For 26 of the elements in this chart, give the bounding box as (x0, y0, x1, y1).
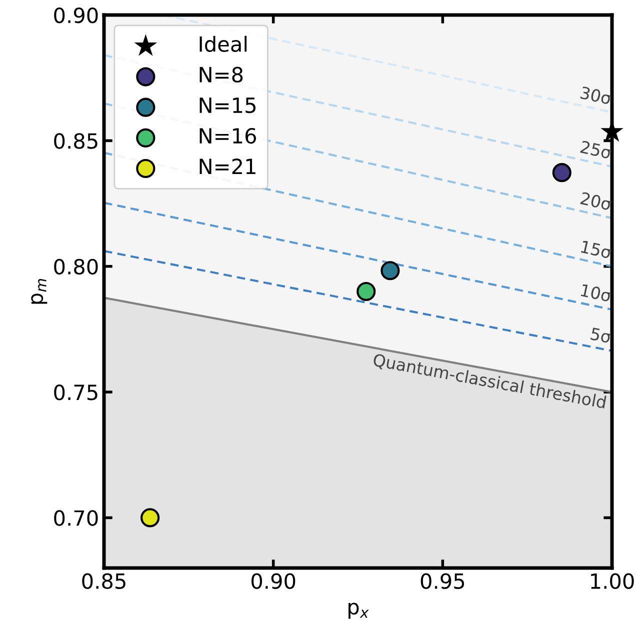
point (552, 163, 572, 182)
y-tick-label: 0.85 (54, 133, 98, 149)
x-tick-label: 0.95 (420, 573, 464, 589)
legend-label: N=21 (200, 158, 256, 174)
point (356, 282, 376, 302)
point (140, 508, 160, 528)
legend-label: N=8 (200, 66, 243, 83)
x-axis-title: p$_{x}$ (348, 602, 369, 619)
legend-label: N=16 (200, 128, 256, 144)
y-tick-label: 0.80 (54, 258, 98, 275)
y-axis-title: p$_{m}$ (31, 279, 48, 304)
y-tick-label: 0.75 (54, 384, 98, 400)
x-tick-label: 1.00 (591, 573, 634, 589)
y-tick-label: 0.90 (54, 7, 98, 24)
x-tick-label: 0.90 (252, 573, 296, 589)
annotation: 10σ (580, 284, 612, 302)
legend-label: N=15 (200, 98, 256, 114)
annotation: 20σ (580, 192, 612, 211)
legend-label: Ideal (200, 36, 247, 52)
annotation: 30σ (580, 86, 612, 105)
annotation: 15σ (580, 240, 612, 259)
point (380, 261, 400, 280)
annotation: 25σ (580, 140, 612, 160)
annotation: 5σ (590, 328, 612, 344)
x-tick-label: 0.85 (82, 573, 126, 589)
y-tick-label: 0.70 (54, 510, 98, 526)
